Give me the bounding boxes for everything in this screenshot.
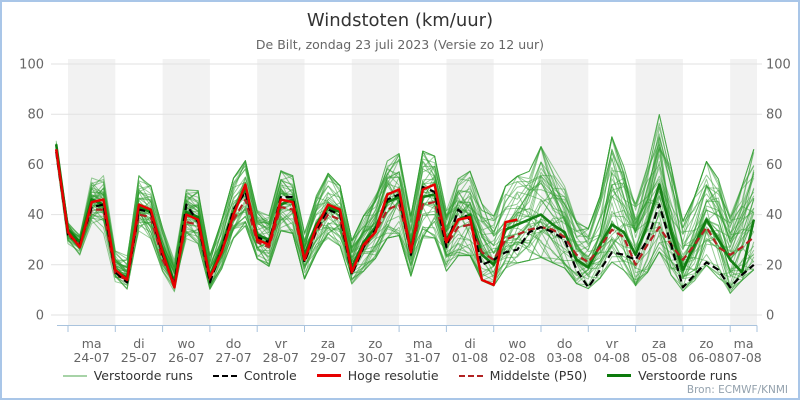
legend-label: Controle <box>243 368 297 383</box>
y-tick-label-right: 20 <box>766 258 783 273</box>
x-tick-weekday: wo <box>177 336 195 351</box>
x-tick-weekday: di <box>464 336 475 351</box>
legend-item-hoge-resolutie-2[interactable]: Hoge resolutie <box>316 368 439 383</box>
y-tick-label-left: 60 <box>27 158 44 173</box>
x-tick-weekday: do <box>226 336 242 351</box>
x-tick-weekday: wo <box>508 336 526 351</box>
x-tick-weekday: za <box>652 336 666 351</box>
x-tick-weekday: zo <box>368 336 382 351</box>
legend-line-swatch <box>607 374 632 377</box>
x-tick-date: 28-07 <box>263 350 299 365</box>
x-tick-weekday: ma <box>82 336 102 351</box>
legend-label: Middelste (P50) <box>489 368 588 383</box>
y-tick-label-right: 60 <box>766 158 783 173</box>
y-tick-label-right: 0 <box>766 309 774 324</box>
x-tick-date: 30-07 <box>357 350 393 365</box>
x-tick-weekday: za <box>321 336 335 351</box>
y-tick-label-right: 100 <box>766 58 791 73</box>
x-tick-date: 26-07 <box>168 350 204 365</box>
x-tick-date: 03-08 <box>546 350 582 365</box>
legend-label: Hoge resolutie <box>347 368 439 383</box>
y-tick-label-left: 100 <box>19 58 44 73</box>
x-tick-date: 06-08 <box>688 350 724 365</box>
x-tick-date: 04-08 <box>594 350 630 365</box>
ensemble-member-line <box>55 136 755 272</box>
legend-label: Verstoorde runs <box>93 368 193 383</box>
x-tick-date: 02-08 <box>499 350 535 365</box>
x-tick-weekday: vr <box>606 336 619 351</box>
legend-label: Verstoorde runs <box>638 368 738 383</box>
legend-line-swatch <box>212 374 237 377</box>
chart-legend: Verstoorde runs Controle Hoge resolutie Mid… <box>2 368 798 383</box>
source-credit: Bron: ECMWF/KNMI <box>686 384 788 396</box>
x-tick-date: 31-07 <box>405 350 441 365</box>
legend-item-controle-1[interactable]: Controle <box>212 368 297 383</box>
x-tick-date: 29-07 <box>310 350 346 365</box>
x-tick-weekday: ma <box>413 336 433 351</box>
x-tick-date: 27-07 <box>215 350 251 365</box>
y-tick-label-right: 40 <box>766 208 783 223</box>
hoge-resolutie-line <box>54 149 518 289</box>
y-tick-label-left: 0 <box>36 309 44 324</box>
legend-item-middelste-p50--3[interactable]: Middelste (P50) <box>458 368 588 383</box>
x-tick-weekday: zo <box>699 336 713 351</box>
x-tick-date: 24-07 <box>73 350 109 365</box>
chart-title: Windstoten (km/uur) <box>306 10 494 31</box>
y-tick-label-left: 20 <box>27 258 44 273</box>
y-tick-label-left: 40 <box>27 208 44 223</box>
legend-line-swatch <box>316 374 341 377</box>
ensemble-member-line <box>55 136 755 276</box>
x-tick-weekday: do <box>557 336 573 351</box>
x-tick-weekday: di <box>133 336 144 351</box>
x-tick-date: 01-08 <box>452 350 488 365</box>
legend-item-verstoorde-runs-0[interactable]: Verstoorde runs <box>62 368 193 383</box>
y-tick-label-left: 80 <box>27 108 44 123</box>
y-tick-label-right: 80 <box>766 108 783 123</box>
x-tick-date: 07-08 <box>725 350 761 365</box>
chart-subtitle: De Bilt, zondag 23 juli 2023 (Versie zo … <box>255 37 545 52</box>
x-tick-date: 25-07 <box>121 350 157 365</box>
legend-line-swatch <box>458 374 483 377</box>
legend-line-swatch <box>62 374 87 377</box>
x-tick-weekday: vr <box>275 336 288 351</box>
x-tick-date: 05-08 <box>641 350 677 365</box>
legend-item-verstoorde-runs-4[interactable]: Verstoorde runs <box>607 368 737 383</box>
x-tick-weekday: ma <box>734 336 754 351</box>
